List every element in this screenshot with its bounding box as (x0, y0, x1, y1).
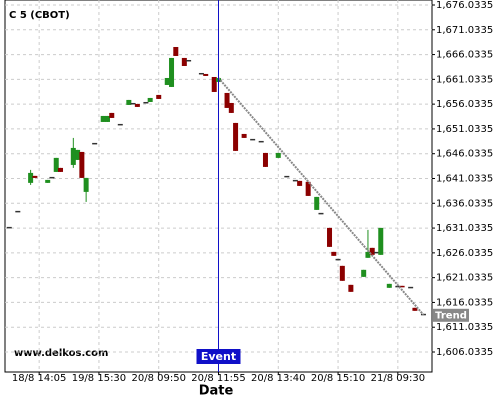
candle-body (241, 133, 247, 138)
candle-body (369, 247, 375, 255)
candle-body (147, 97, 153, 102)
candle-body (305, 181, 311, 196)
candle-body (49, 176, 55, 179)
candle-body (83, 177, 89, 192)
candle-body (365, 251, 371, 258)
x-tick-label: 20/8 09:50 (131, 373, 185, 384)
candle-body (198, 72, 204, 75)
candle-body (58, 167, 64, 172)
candle-body (339, 265, 345, 281)
watermark: www.delkos.com (14, 348, 108, 359)
candle-body (386, 283, 392, 288)
candle-body (284, 175, 290, 178)
candle-body (318, 212, 324, 215)
y-tick-label: 1,631.0335 (436, 223, 493, 234)
candle-body (335, 258, 341, 261)
candle-body (75, 149, 81, 160)
candle-body (262, 152, 268, 167)
candle-body (228, 102, 234, 113)
x-tick-label: 20/8 15:10 (311, 373, 365, 384)
candle-body (292, 179, 298, 182)
y-tick-label: 1,676.0335 (436, 0, 493, 11)
candle-body (211, 76, 217, 92)
x-axis-title: Date (199, 384, 234, 399)
candle-body (45, 179, 51, 183)
candle-body (15, 210, 21, 213)
x-tick-label: 21/8 09:30 (371, 373, 425, 384)
chart-title: C 5 (CBOT) (9, 10, 70, 21)
candle-body (297, 180, 303, 186)
trend-label: Trend (435, 310, 467, 321)
y-tick-label: 1,666.0335 (436, 50, 493, 61)
y-tick-label: 1,671.0335 (436, 25, 493, 36)
candle-body (32, 175, 38, 178)
y-tick-label: 1,636.0335 (436, 198, 493, 209)
y-tick-label: 1,626.0335 (436, 248, 493, 259)
candle-body (233, 122, 239, 151)
candle-body (6, 226, 12, 229)
candle-body (100, 115, 106, 122)
y-tick-label: 1,656.0335 (436, 99, 493, 110)
x-tick-label: 20/8 11:55 (191, 373, 245, 384)
candle-body (275, 152, 281, 158)
candle-body (395, 285, 401, 288)
candle-body (361, 269, 367, 277)
trend-line (217, 77, 425, 316)
candle-body (53, 157, 59, 172)
y-tick-label: 1,651.0335 (436, 124, 493, 135)
y-tick-label: 1,611.0335 (436, 322, 493, 333)
candle-body (224, 92, 230, 108)
candle-body (70, 147, 76, 165)
candle-body (327, 227, 333, 247)
candle-body (373, 251, 379, 254)
candle-body (173, 46, 179, 56)
candle-body (399, 285, 405, 288)
x-tick-label: 20/8 13:40 (251, 373, 305, 384)
candle-body (28, 172, 34, 183)
x-tick-label: 18/8 14:05 (12, 373, 66, 384)
candle-body (130, 102, 136, 105)
candle-body (408, 286, 414, 289)
candle-body (186, 59, 192, 62)
candle-body (331, 251, 337, 256)
candle-body (143, 101, 149, 104)
y-tick-label: 1,621.0335 (436, 273, 493, 284)
candle-body (348, 284, 354, 292)
candle-body (412, 307, 418, 311)
y-tick-label: 1,606.0335 (436, 347, 493, 358)
candle-body (258, 140, 264, 143)
candle-body (250, 138, 256, 141)
candle-body (117, 123, 123, 126)
candle-body (79, 151, 85, 178)
candle-body (156, 94, 162, 99)
y-tick-label: 1,616.0335 (436, 297, 493, 308)
candle-body (181, 57, 187, 66)
candle-body (109, 112, 115, 118)
trend-label-box (433, 308, 469, 322)
event-label: Event (201, 350, 236, 363)
candle-body (104, 115, 110, 122)
candle-body (378, 227, 384, 255)
x-tick-label: 19/8 15:30 (72, 373, 126, 384)
candle-body (126, 99, 132, 105)
y-tick-label: 1,661.0335 (436, 74, 493, 85)
candle-body (134, 103, 140, 107)
y-tick-label: 1,646.0335 (436, 149, 493, 160)
candle-body (92, 142, 98, 145)
event-label-box (196, 349, 241, 364)
candle-body (203, 73, 209, 76)
y-tick-label: 1,641.0335 (436, 173, 493, 184)
candle-body (169, 57, 175, 87)
candle-body (314, 196, 320, 210)
candle-body (164, 77, 170, 85)
